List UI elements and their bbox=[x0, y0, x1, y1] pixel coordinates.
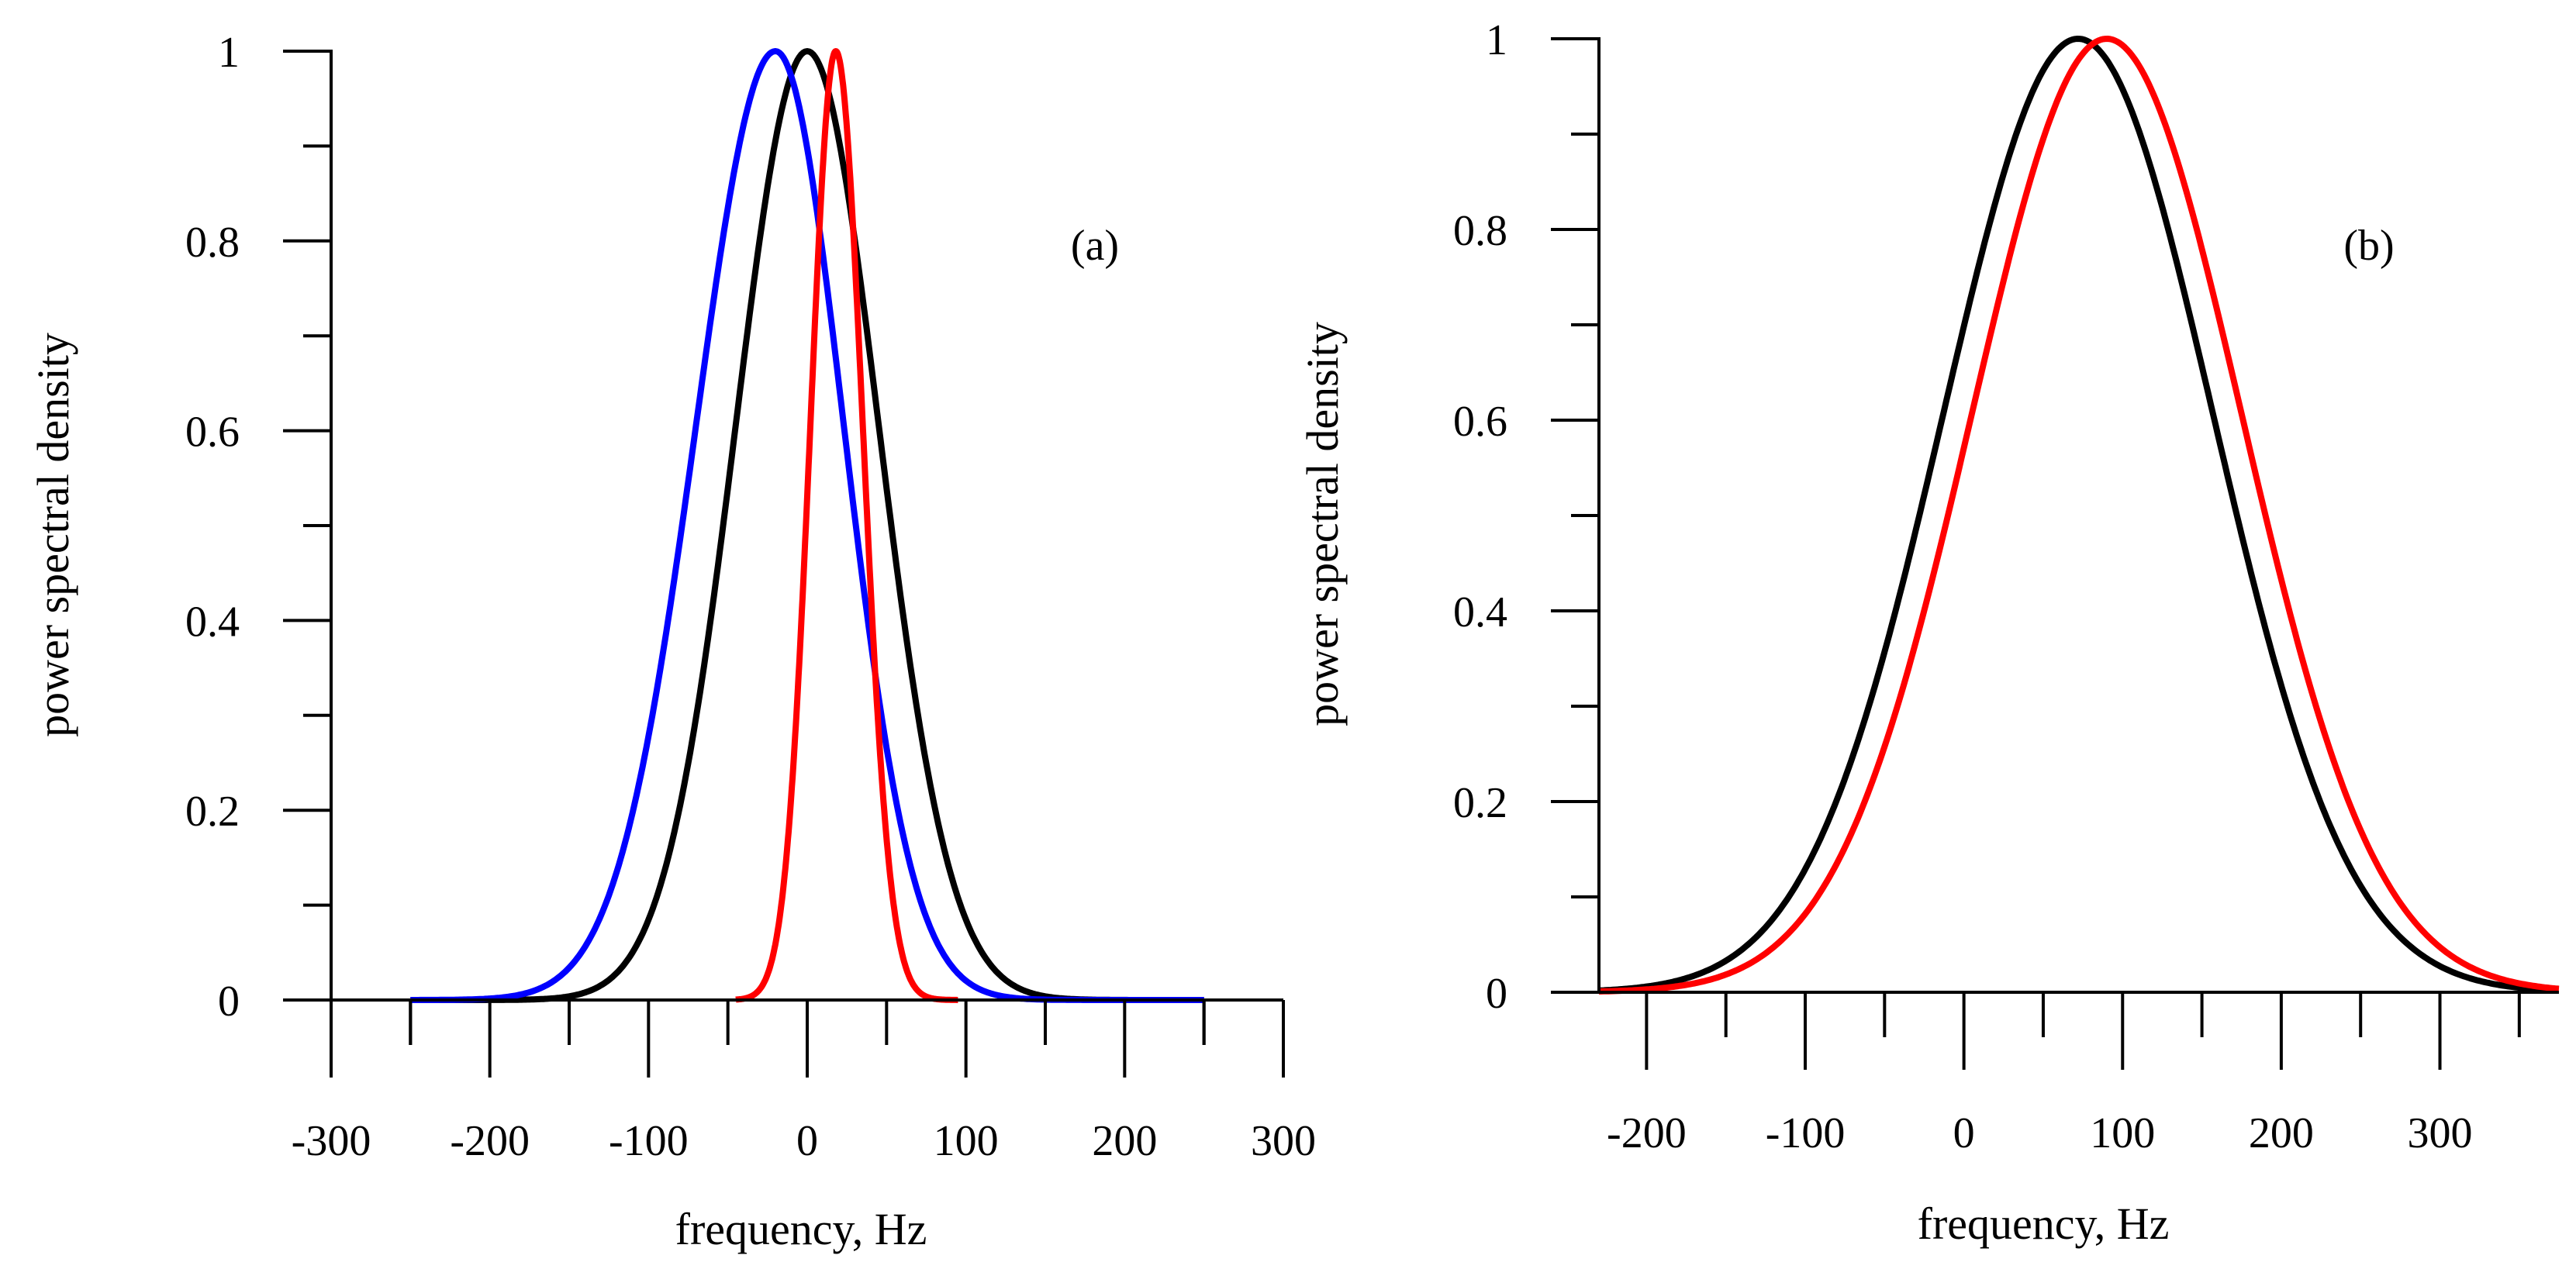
y-ticks-b: 0 0.2 0.4 0.6 0.8 1 bbox=[1453, 16, 1599, 1018]
x-tick-label-b-5: 300 bbox=[2408, 1109, 2473, 1157]
x-tick-label-b-0: -200 bbox=[1607, 1109, 1687, 1157]
y-tick-label-b-5: 1 bbox=[1486, 16, 1507, 64]
x-ticks-b: -200 -100 0 100 200 300 bbox=[1607, 992, 2521, 1157]
y-ticks-a: 0 0.2 0.4 0.6 0.8 1 bbox=[185, 29, 331, 1026]
x-tick-label-b-4: 200 bbox=[2249, 1109, 2314, 1157]
y-tick-label-b-0: 0 bbox=[1486, 970, 1507, 1018]
x-axis-label-b: frequency, Hz bbox=[1918, 1198, 2170, 1249]
y-tick-label-b-2: 0.4 bbox=[1453, 588, 1507, 636]
y-tick-label-a-2: 0.4 bbox=[185, 598, 240, 646]
x-tick-label-a-6: 300 bbox=[1251, 1117, 1316, 1165]
panel-a: -300 -200 -100 0 100 200 300 0 0.2 0.4 0.6 0.8 1 (a… bbox=[28, 29, 1316, 1254]
panel-label-b: (b) bbox=[2343, 222, 2394, 270]
series-line-a-red bbox=[733, 48, 961, 1003]
y-tick-label-b-4: 0.8 bbox=[1453, 207, 1507, 255]
y-tick-label-a-1: 0.2 bbox=[185, 788, 240, 836]
y-tick-label-a-4: 0.8 bbox=[185, 219, 240, 267]
y-tick-label-a-0: 0 bbox=[218, 978, 240, 1026]
series-line-b-black bbox=[1598, 36, 2552, 994]
x-tick-label-a-0: -300 bbox=[292, 1117, 371, 1165]
y-axis-label-b: power spectral density bbox=[1297, 322, 1348, 726]
x-tick-label-a-1: -200 bbox=[450, 1117, 530, 1165]
x-tick-label-a-5: 200 bbox=[1092, 1117, 1157, 1165]
x-axis-label-a: frequency, Hz bbox=[675, 1204, 927, 1254]
panel-b: -200 -100 0 100 200 300 0 0.2 0.4 0.6 0.8 1 (b) fr… bbox=[1297, 16, 2560, 1249]
y-tick-label-b-3: 0.6 bbox=[1453, 398, 1507, 446]
series-layer-b bbox=[1598, 36, 2560, 995]
x-tick-label-a-2: -100 bbox=[609, 1117, 689, 1165]
x-tick-label-b-1: -100 bbox=[1766, 1109, 1846, 1157]
x-tick-label-a-3: 0 bbox=[796, 1117, 818, 1165]
x-tick-label-b-2: 0 bbox=[1953, 1109, 1975, 1157]
series-layer-a bbox=[409, 48, 1206, 1003]
x-tick-label-a-4: 100 bbox=[934, 1117, 999, 1165]
y-axis-label-a: power spectral density bbox=[28, 333, 78, 737]
y-tick-label-a-5: 1 bbox=[218, 29, 240, 77]
x-ticks-a: -300 -200 -100 0 100 200 300 bbox=[292, 1000, 1316, 1165]
x-tick-label-b-3: 100 bbox=[2090, 1109, 2155, 1157]
panel-label-a: (a) bbox=[1071, 222, 1119, 270]
y-tick-label-b-1: 0.2 bbox=[1453, 779, 1507, 827]
y-tick-label-a-3: 0.6 bbox=[185, 409, 240, 457]
series-line-b-red bbox=[1598, 36, 2560, 995]
